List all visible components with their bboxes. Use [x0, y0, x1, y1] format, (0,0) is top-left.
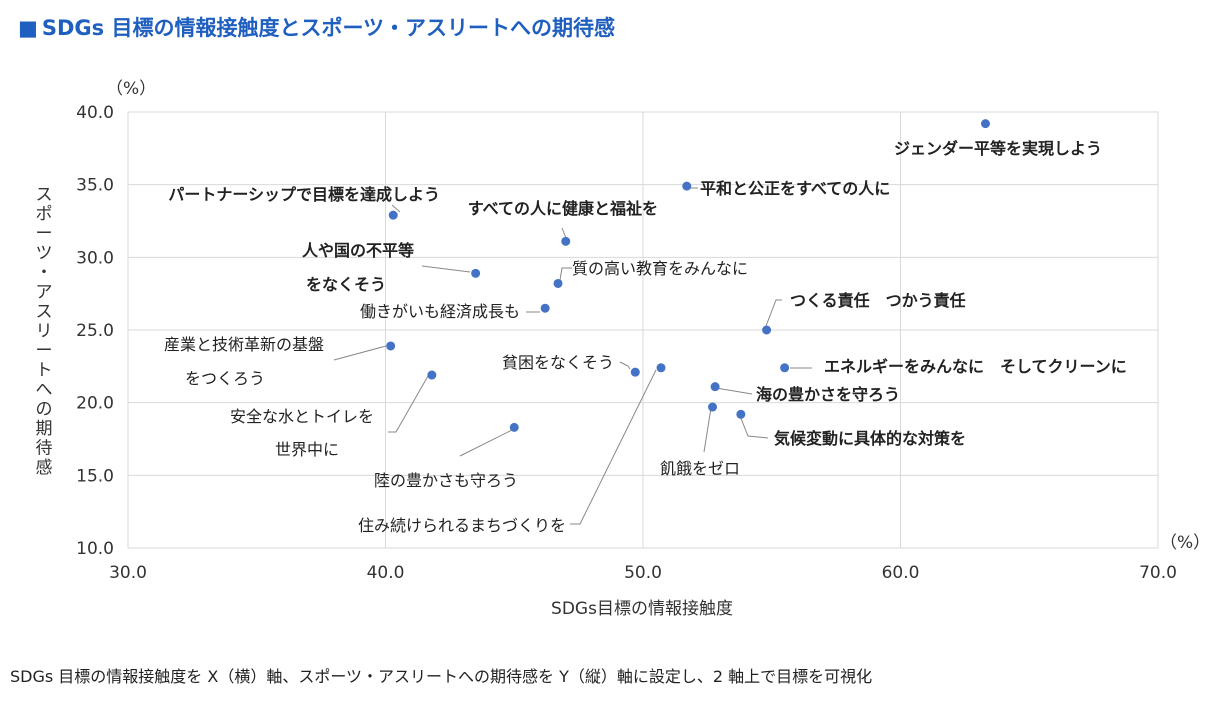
data-point — [980, 119, 990, 129]
leader-line — [391, 204, 401, 213]
scatter-chart: 10.0 15.0 20.0 25.0 30.0 35.0 40.0 30.0 40.0 50.0… — [36, 79, 1211, 619]
data-point — [630, 367, 640, 377]
y-tick-label: 20.0 — [76, 394, 114, 414]
data-point — [708, 402, 718, 412]
point-label: 安全な水とトイレを — [230, 407, 374, 426]
y-tick-label: 10.0 — [76, 539, 114, 559]
data-point — [388, 210, 398, 220]
x-unit-label: （%） — [1160, 533, 1210, 553]
x-tick-label: 40.0 — [367, 563, 405, 583]
point-label: エネルギーをみんなに そしてクリーンに — [824, 357, 1127, 376]
data-point — [509, 422, 519, 432]
y-axis-title-char: へ — [36, 380, 53, 400]
point-label: 働きがいも経済成長も — [360, 302, 520, 321]
point-label: をなくそう — [306, 275, 386, 294]
data-point — [386, 341, 396, 351]
y-tick-label: 30.0 — [76, 248, 114, 268]
point-label: 世界中に — [275, 440, 339, 459]
y-axis-title-char: ー — [36, 341, 53, 361]
leader-line — [459, 429, 513, 457]
leader-line — [421, 265, 471, 273]
y-axis-title-char: 期 — [36, 419, 53, 439]
x-tick-label: 30.0 — [109, 563, 147, 583]
y-axis-title-char: ツ — [36, 244, 53, 264]
leader-line — [703, 407, 712, 453]
chart-caption: SDGs 目標の情報接触度を X（横）軸、スポーツ・アスリートへの期待感を Y（… — [10, 667, 873, 686]
y-axis-title: スポーツ・アスリートへの期待感 — [36, 185, 53, 478]
point-label: をつくろう — [185, 369, 265, 388]
data-point — [427, 370, 437, 380]
data-point — [736, 409, 746, 419]
y-axis-title-char: の — [36, 400, 53, 420]
data-point — [561, 236, 571, 246]
data-point — [762, 325, 772, 335]
point-label: 産業と技術革新の基盤 — [164, 335, 324, 354]
leader-line — [333, 345, 387, 361]
leader-line — [765, 299, 782, 327]
point-label: 平和と公正をすべての人に — [700, 179, 890, 198]
chart-title: ■ SDGs 目標の情報接触度とスポーツ・アスリートへの期待感 — [18, 12, 615, 42]
y-tick-label: 35.0 — [76, 176, 114, 196]
point-label: 質の高い教育をみんなに — [572, 259, 748, 278]
leader-line — [561, 227, 567, 239]
y-axis-title-char: ス — [36, 185, 53, 205]
data-point — [553, 278, 563, 288]
leader-line — [619, 361, 631, 370]
y-unit-label: （%） — [106, 79, 156, 99]
data-point — [780, 363, 790, 373]
point-label: すべての人に健康と福祉を — [468, 199, 658, 218]
x-tick-label: 70.0 — [1139, 563, 1177, 583]
title-marker: ■ — [18, 16, 38, 40]
y-tick-label: 15.0 — [76, 466, 114, 486]
point-label: 貧困をなくそう — [502, 353, 614, 372]
y-axis-title-char: ポ — [36, 205, 53, 225]
data-point — [656, 363, 666, 373]
point-label: 気候変動に具体的な対策を — [774, 429, 966, 448]
leader-line — [570, 369, 657, 525]
y-axis-title-char: ス — [36, 302, 53, 322]
data-point — [710, 382, 720, 392]
y-axis-title-char: ト — [36, 361, 53, 381]
point-label: 海の豊かさを守ろう — [756, 385, 900, 404]
point-label: 陸の豊かさも守ろう — [374, 471, 518, 490]
point-label: ジェンダー平等を実現しよう — [894, 139, 1102, 158]
x-tick-label: 60.0 — [882, 563, 920, 583]
data-point — [471, 268, 481, 278]
y-tick-label: 40.0 — [76, 103, 114, 123]
data-point — [540, 303, 550, 313]
y-axis-title-char: ア — [36, 283, 53, 303]
point-label: 住み続けられるまちづくりを — [358, 516, 566, 535]
y-tick-label: 25.0 — [76, 321, 114, 341]
point-label: 人や国の不平等 — [302, 241, 414, 260]
point-label: 飢餓をゼロ — [660, 459, 740, 478]
x-axis-title: SDGs目標の情報接触度 — [551, 599, 733, 619]
y-axis-title-char: 待 — [36, 439, 53, 459]
title-text: SDGs 目標の情報接触度とスポーツ・アスリートへの期待感 — [41, 16, 616, 40]
leader-line — [715, 387, 753, 395]
point-label: つくる責任 つかう責任 — [790, 291, 966, 310]
y-axis-title-char: ー — [36, 224, 53, 244]
data-point — [682, 181, 692, 191]
y-axis-title-char: ・ — [36, 263, 53, 283]
y-axis-title-char: リ — [36, 322, 53, 342]
leader-line — [559, 267, 572, 281]
y-axis-title-char: 感 — [36, 458, 53, 478]
leader-line — [388, 375, 429, 433]
x-tick-label: 50.0 — [624, 563, 662, 583]
leader-line — [739, 415, 769, 439]
point-label: パートナーシップで目標を達成しよう — [168, 185, 440, 204]
